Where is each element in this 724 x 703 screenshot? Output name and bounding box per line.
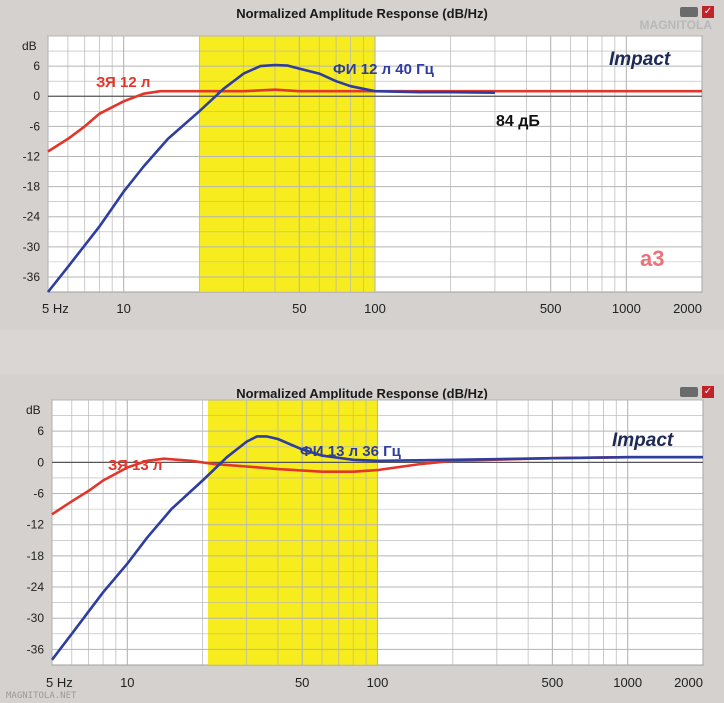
- y-unit-label: dB: [26, 403, 41, 417]
- highlight-band: [199, 36, 375, 292]
- series-line-ported: [46, 63, 495, 293]
- footer-watermark: MAGNITOLA.NET: [6, 691, 77, 701]
- x-tick-label: 2000: [674, 675, 703, 690]
- y-tick-label: -24: [23, 210, 41, 224]
- x-tick-label: 50: [295, 675, 309, 690]
- y-tick-label: -12: [27, 518, 45, 532]
- highlight-band: [207, 400, 378, 665]
- y-unit-label: dB: [22, 39, 37, 53]
- y-tick-label: -24: [27, 580, 45, 594]
- grid: [51, 399, 704, 666]
- x-tick-label: 5 Hz: [46, 675, 73, 690]
- x-tick-label: 10: [116, 301, 130, 316]
- x-tick-label: 50: [292, 301, 306, 316]
- x-tick-label: 5 Hz: [42, 301, 69, 316]
- y-tick-label: 0: [33, 89, 40, 103]
- x-tick-label: 2000: [673, 301, 702, 316]
- annotation-closed-box: ЗЯ 12 л: [96, 74, 150, 91]
- x-tick-label: 500: [542, 675, 564, 690]
- x-tick-label: 1000: [613, 675, 642, 690]
- chart-title: Normalized Amplitude Response (dB/Hz): [236, 386, 488, 401]
- y-tick-label: -12: [23, 149, 41, 163]
- series-line-closed-box: [47, 88, 702, 153]
- y-tick-label: 6: [37, 424, 44, 438]
- y-tick-label: -18: [23, 180, 41, 194]
- chart-svg-top: dB 6 0 -6 -12 -18 -24 -30 -36 5 Hz 10 50 100 500 1000 2…: [22, 35, 703, 316]
- window-controls: ✓: [680, 386, 714, 398]
- y-tick-label: 6: [33, 59, 40, 73]
- window-controls: ✓: [680, 6, 714, 18]
- printer-icon[interactable]: [680, 387, 698, 397]
- brand-label: Impact: [609, 49, 671, 70]
- annotation-ported: ФИ 12 л 40 Гц: [333, 61, 435, 78]
- chart-panel-bottom: Normalized Amplitude Response (dB/Hz) ✓ …: [0, 374, 724, 703]
- y-tick-label: -6: [29, 119, 40, 133]
- y-tick-label: -36: [23, 270, 41, 284]
- y-tick-label: -36: [27, 642, 45, 656]
- brand-label: Impact: [612, 430, 674, 451]
- corner-logo: a3: [640, 246, 664, 271]
- annotation-closed-box: ЗЯ 13 л: [108, 457, 162, 474]
- annotation-ported: ФИ 13 л 36 Гц: [300, 443, 402, 460]
- checkbox-icon[interactable]: ✓: [702, 6, 714, 18]
- checkbox-icon[interactable]: ✓: [702, 386, 714, 398]
- annotation-level: 84 дБ: [496, 113, 540, 130]
- x-tick-label: 10: [120, 675, 134, 690]
- printer-icon[interactable]: [680, 7, 698, 17]
- series-line-ported: [50, 435, 703, 661]
- y-tick-label: -30: [27, 611, 45, 625]
- chart-title: Normalized Amplitude Response (dB/Hz): [236, 6, 488, 21]
- grid: [47, 35, 703, 293]
- chart-panel-top: Normalized Amplitude Response (dB/Hz) ✓ …: [0, 0, 724, 330]
- y-tick-label: -30: [23, 240, 41, 254]
- watermark-logo: MAGNITOLA: [639, 18, 712, 32]
- x-tick-label: 100: [367, 675, 389, 690]
- y-tick-label: 0: [37, 455, 44, 469]
- chart-svg-bottom: dB 6 0 -6 -12 -18 -24 -30 -36 5 Hz 10 50 100 500 1000 2…: [26, 399, 704, 690]
- x-tick-label: 500: [540, 301, 562, 316]
- y-tick-label: -18: [27, 549, 45, 563]
- y-tick-label: -6: [33, 487, 44, 501]
- x-tick-label: 1000: [612, 301, 641, 316]
- x-tick-label: 100: [364, 301, 386, 316]
